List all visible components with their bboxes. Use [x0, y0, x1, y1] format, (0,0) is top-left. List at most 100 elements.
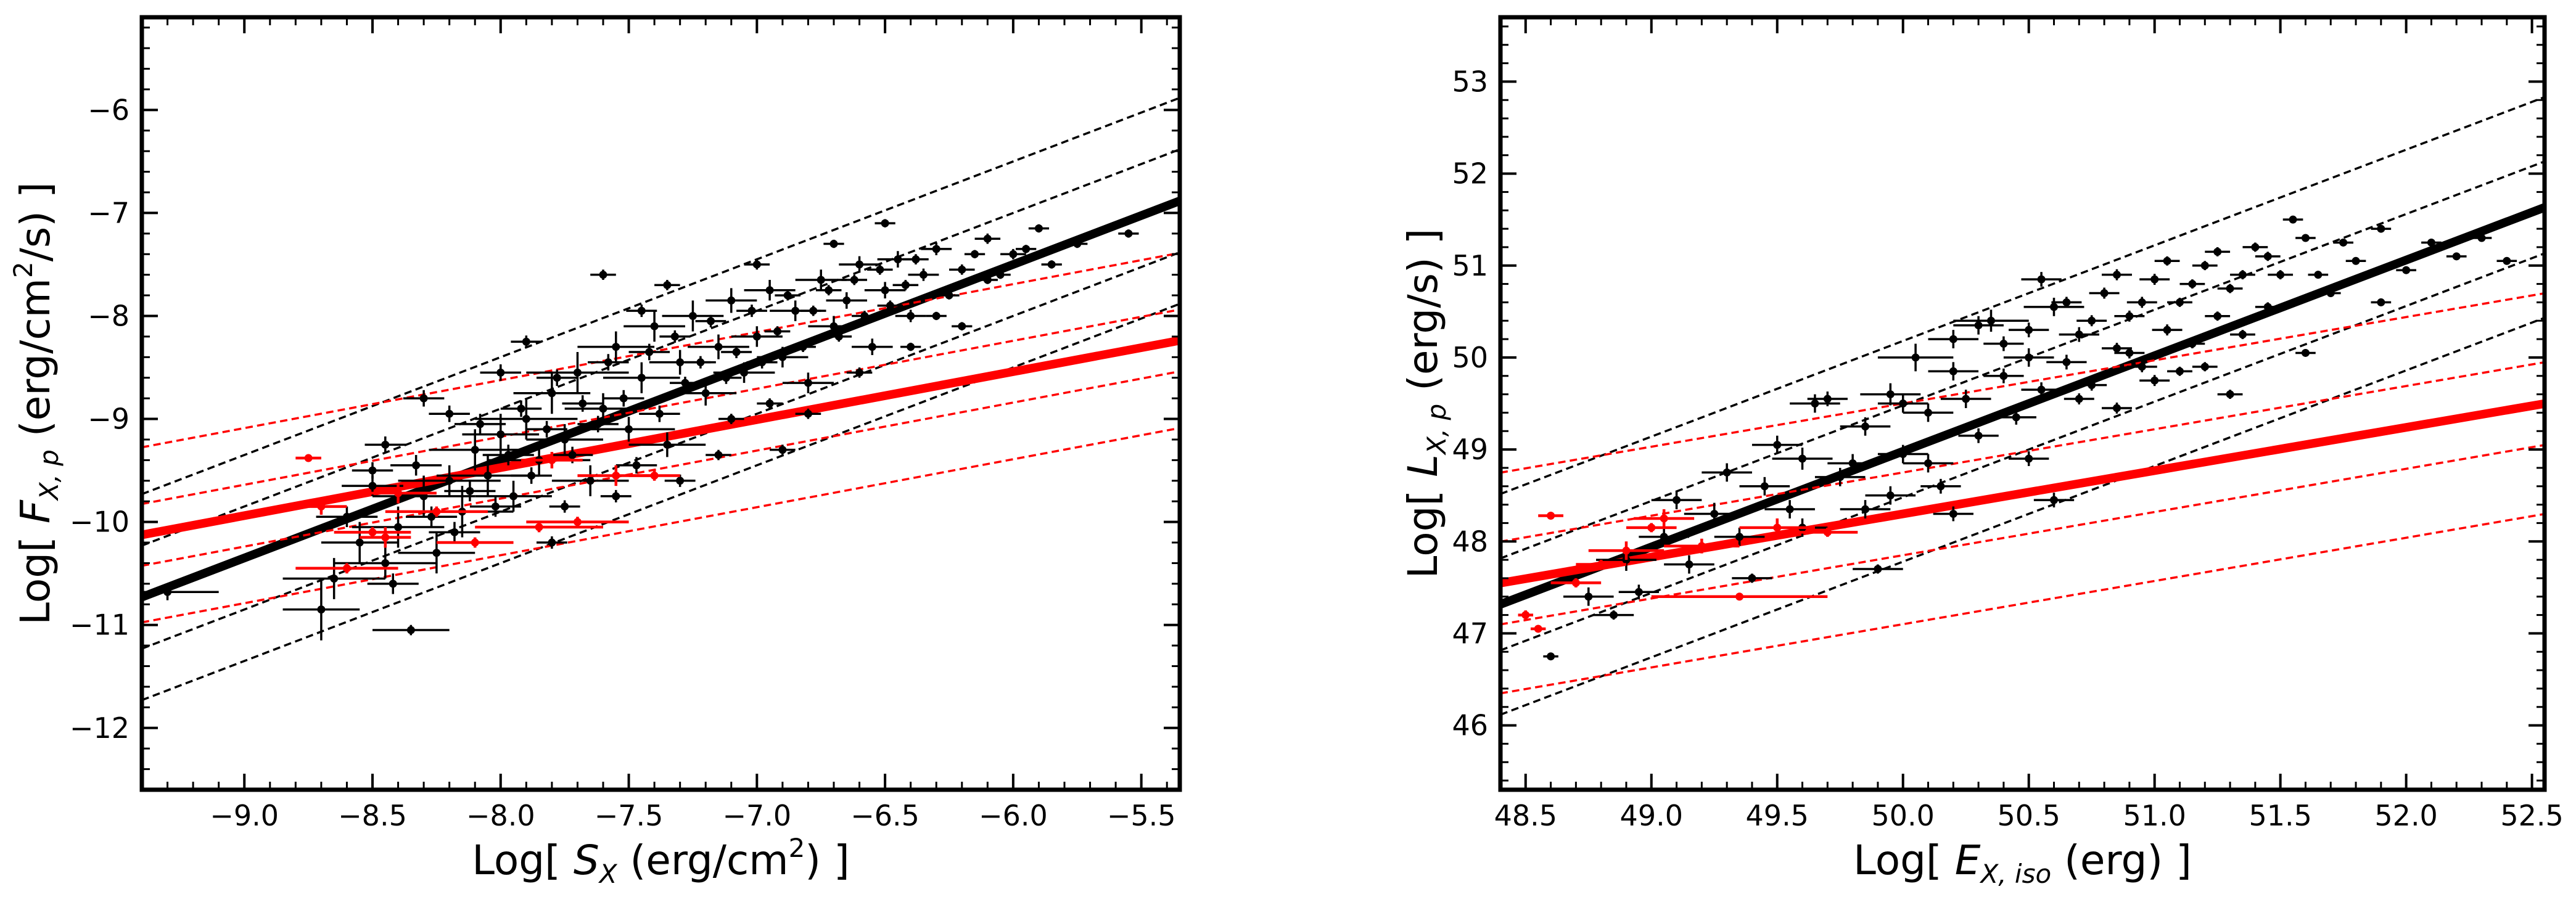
right-red-marker-6: [1697, 542, 1706, 551]
left-black-marker-75: [655, 409, 664, 418]
left-red-point-4: [360, 483, 437, 504]
right-black-point-88: [2371, 298, 2392, 306]
left-black-point-99: [1016, 245, 1037, 253]
left-black-marker-94: [901, 281, 910, 289]
left-black-point-104: [480, 364, 522, 381]
right-black-point-71: [2126, 297, 2157, 308]
right-black-marker-49: [2326, 289, 2335, 297]
left-black-point-4: [334, 547, 437, 579]
right-black-marker-27: [2025, 353, 2033, 362]
right-black-point-74: [2205, 247, 2231, 256]
right-red-point-4: [1588, 541, 1665, 560]
left-xlabel-post: ) ]: [805, 837, 849, 884]
right-black-point-89: [2471, 234, 2492, 242]
left-black-marker-44: [894, 255, 902, 264]
left-black-marker-103: [637, 306, 646, 315]
left-black-marker-118: [561, 502, 569, 511]
right-x-axis-label: Log[ EX, iso (erg) ]: [1853, 837, 2192, 889]
right-black-point-53: [2421, 238, 2442, 247]
left-black-marker-111: [855, 368, 864, 377]
left-black-point-100: [1041, 260, 1062, 269]
left-black-point-92: [867, 264, 893, 275]
right-black-marker-55: [2503, 256, 2511, 265]
left-black-point-2: [282, 558, 385, 599]
left-black-point-94: [892, 280, 919, 290]
left-y-tick-label: −10: [70, 506, 130, 539]
right-black-point-37: [2139, 274, 2170, 285]
right-y-tick-label: 46: [1452, 709, 1488, 742]
right-black-point-62: [1877, 394, 1928, 413]
left-black-point-78: [685, 356, 716, 369]
left-black-fit-band-3: [142, 97, 1180, 496]
left-black-marker-51: [1034, 224, 1043, 232]
left-black-point-7: [372, 475, 475, 517]
left-black-point-14: [475, 480, 552, 512]
right-black-marker-33: [2100, 289, 2109, 297]
right-red-point-11: [1797, 527, 1858, 537]
left-black-marker-70: [594, 420, 603, 428]
right-y-tick-label: 48: [1452, 525, 1488, 558]
left-y-tick-label: −6: [88, 93, 130, 126]
right-plot-frame: [1498, 15, 2547, 792]
left-black-marker-76: [670, 332, 679, 341]
right-black-marker-59: [1773, 441, 1782, 449]
left-black-marker-84: [773, 327, 782, 336]
right-black-point-1: [1563, 587, 1614, 606]
left-black-fit-band-1: [142, 251, 1180, 650]
left-black-point-47: [921, 242, 952, 255]
right-black-point-81: [1840, 500, 1891, 518]
right-black-point-79: [1933, 506, 1973, 522]
left-black-marker-97: [971, 250, 979, 258]
left-black-marker-122: [714, 451, 723, 459]
right-points: [1518, 215, 2517, 661]
left-red-marker-4: [394, 489, 403, 498]
left-black-marker-100: [1047, 260, 1056, 269]
right-black-marker-37: [2150, 275, 2159, 284]
right-black-marker-20: [1936, 482, 1945, 491]
right-black-point-7: [1684, 502, 1745, 525]
right-black-marker-24: [1987, 316, 1996, 325]
left-black-marker-37: [804, 379, 812, 387]
right-xlabel-mid: (erg) ]: [2051, 837, 2192, 884]
left-black-point-73: [615, 457, 657, 474]
right-ylabel-mid: (erg/s) ]: [1399, 229, 1447, 404]
left-black-point-71: [588, 354, 629, 371]
right-black-marker-91: [2150, 376, 2159, 385]
right-black-point-91: [2139, 375, 2170, 387]
left-black-marker-106: [676, 477, 685, 485]
right-black-point-90: [2114, 347, 2145, 359]
left-black-marker-105: [368, 466, 377, 475]
right-black-marker-8: [1735, 533, 1744, 541]
left-black-marker-3: [355, 538, 364, 547]
right-black-marker-78: [2339, 238, 2348, 247]
left-black-marker-93: [886, 301, 894, 310]
right-black-point-35: [2114, 310, 2145, 322]
left-black-marker-68: [568, 451, 577, 459]
right-black-marker-58: [1722, 468, 1731, 477]
left-black-marker-69: [578, 399, 587, 408]
right-black-marker-92: [2075, 395, 2083, 403]
right-black-point-87: [2295, 348, 2316, 357]
left-black-marker-82: [747, 306, 756, 315]
right-black-marker-73: [2188, 280, 2197, 289]
right-black-point-21: [1928, 330, 1979, 348]
right-black-marker-34: [2112, 344, 2121, 353]
left-black-marker-88: [825, 286, 833, 295]
right-black-marker-45: [2251, 243, 2260, 252]
right-black-marker-17: [1899, 450, 1907, 459]
left-black-marker-115: [829, 240, 838, 248]
left-black-marker-11: [471, 446, 479, 454]
left-x-axis-label: Log[ SX (erg/cm2) ]: [472, 833, 850, 889]
right-black-marker-64: [1974, 321, 1983, 330]
right-black-marker-35: [2125, 312, 2134, 321]
left-black-point-111: [846, 367, 873, 378]
left-black-marker-112: [932, 311, 940, 320]
left-black-marker-46: [919, 271, 928, 279]
right-panel: 48.5 49.0 49.5 50.0 50.5 51.0 51.5 52.0 52.5 46 47…: [1399, 15, 2564, 889]
left-black-marker-64: [517, 404, 525, 413]
left-black-marker-53: [1124, 229, 1133, 238]
left-black-marker-15: [522, 415, 530, 424]
right-black-marker-76: [2263, 252, 2272, 261]
left-x-tick-label: −5.5: [1107, 799, 1176, 832]
right-black-point-54: [2446, 252, 2467, 261]
